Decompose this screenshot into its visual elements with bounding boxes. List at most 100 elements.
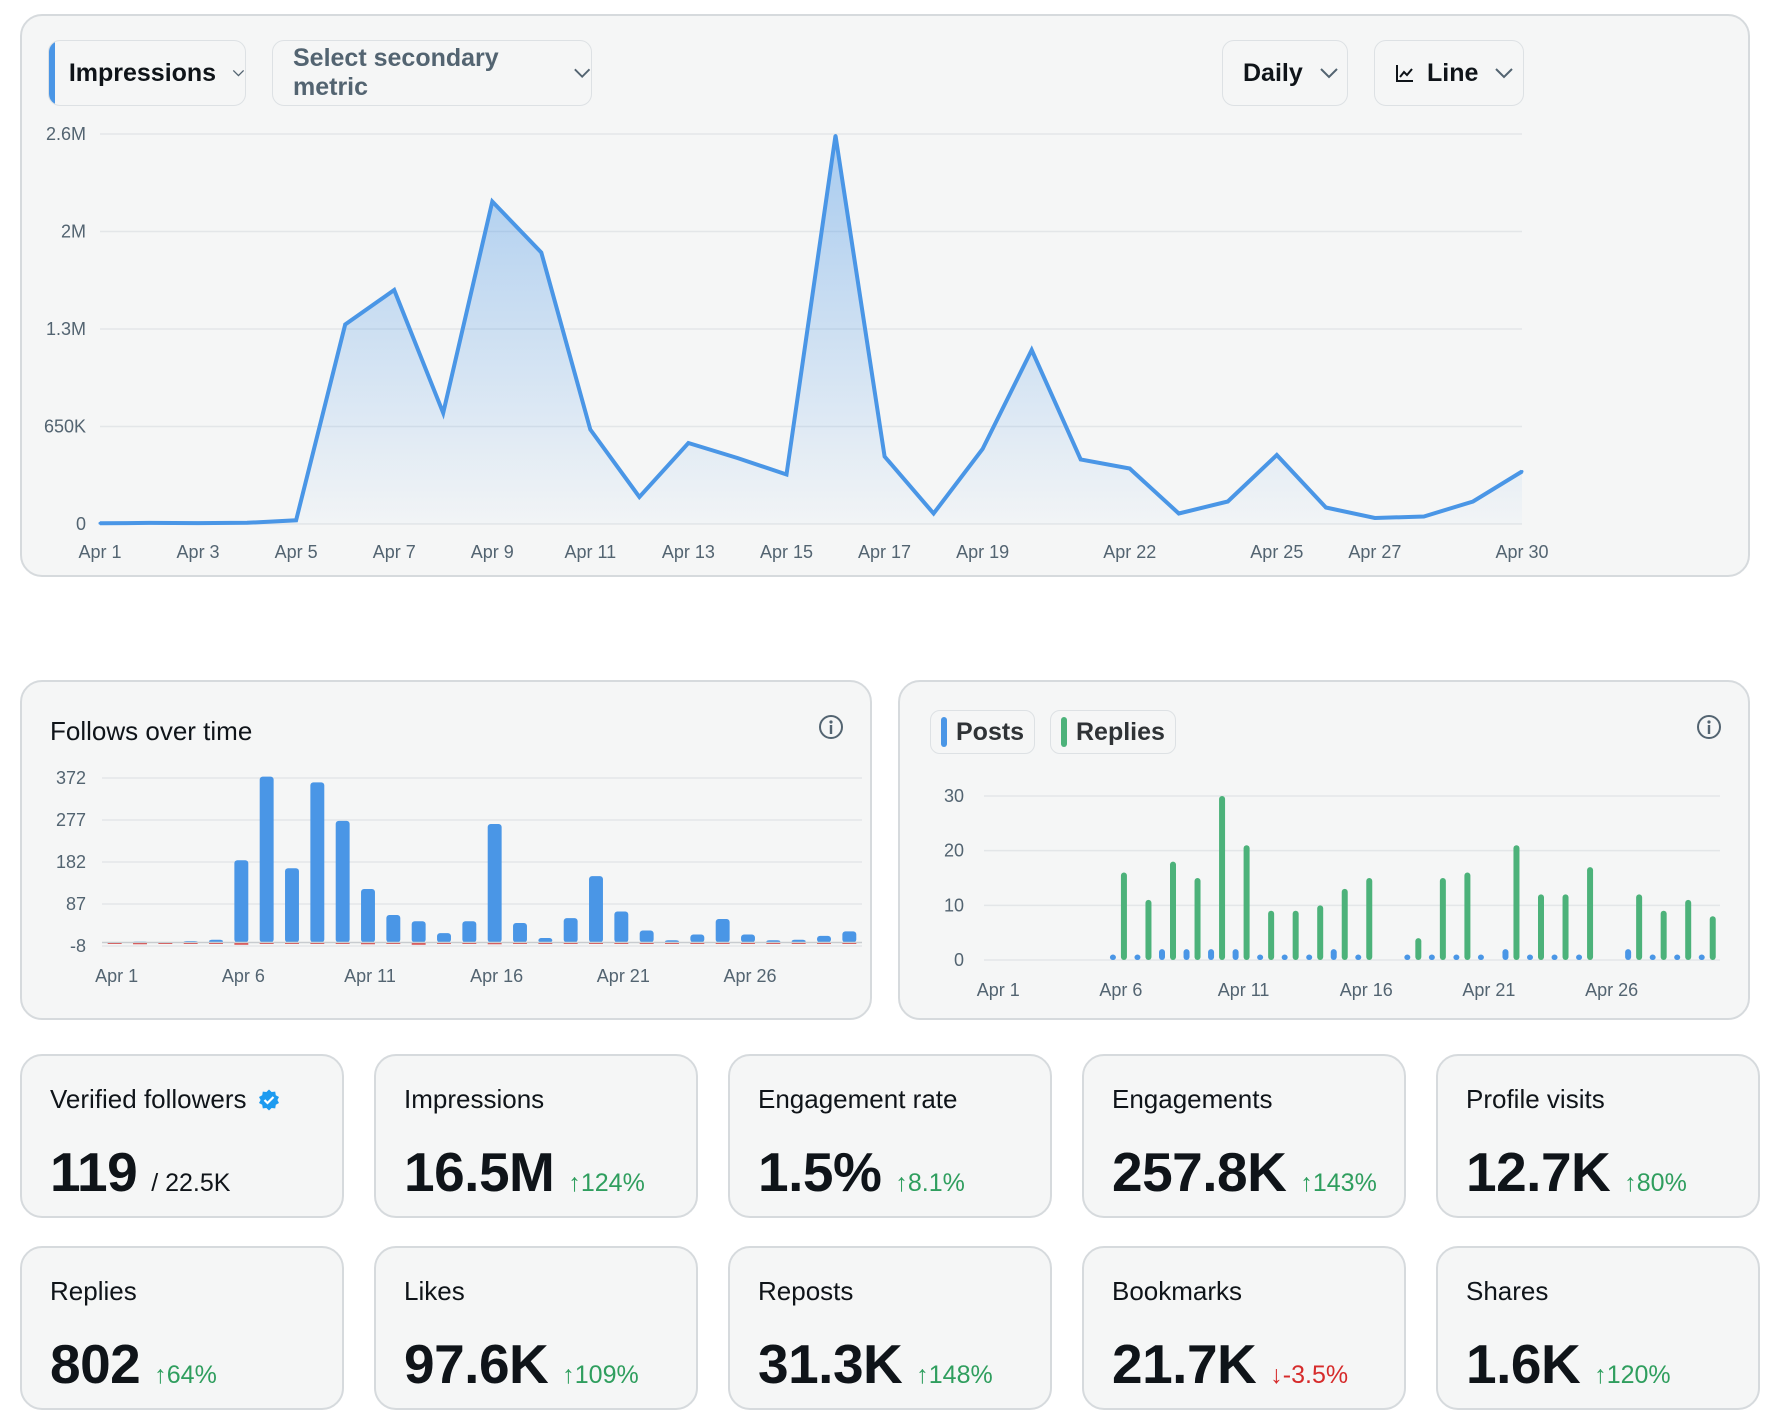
x-tick-label: Apr 1: [95, 966, 138, 986]
stat-change-value: 64%: [166, 1361, 217, 1389]
impressions-point: [1030, 348, 1034, 352]
x-tick-label: Apr 26: [1585, 980, 1638, 1000]
posts-bar: [1330, 949, 1337, 960]
posts-bar: [1355, 954, 1362, 960]
replies-bar: [1243, 845, 1250, 960]
x-tick-label: Apr 11: [344, 966, 396, 986]
follows-bar: [563, 918, 578, 943]
x-tick-label: Apr 11: [564, 542, 616, 562]
stat-label: Impressions: [404, 1084, 544, 1115]
impressions-point: [245, 521, 249, 525]
replies-bar: [1292, 910, 1299, 960]
impressions-point: [441, 411, 445, 415]
replies-bar: [1513, 845, 1520, 960]
replies-bar: [1341, 888, 1348, 960]
arrow-down-icon: ↓: [1270, 1361, 1283, 1389]
impressions-point: [686, 441, 690, 445]
replies-bar: [1194, 878, 1201, 960]
replies-bar: [1562, 894, 1569, 960]
follows-bar: [639, 930, 654, 943]
stat-change: ↑8.1%: [895, 1169, 964, 1198]
replies-bar: [1439, 878, 1446, 960]
stat-value-row: 31.3K ↑148%: [758, 1332, 993, 1396]
stat-card: Engagements 257.8K ↑143%: [1082, 1054, 1406, 1218]
impressions-point: [1324, 506, 1328, 509]
x-tick-label: Apr 22: [1103, 542, 1156, 562]
primary-metric-color-bar: [49, 41, 55, 105]
impressions-point: [1520, 470, 1524, 473]
stat-value: 97.6K: [404, 1333, 549, 1395]
x-tick-label: Apr 21: [597, 966, 650, 986]
stat-change: ↑143%: [1300, 1169, 1376, 1198]
unfollows-bar: [361, 942, 375, 945]
follows-bar: [715, 919, 730, 943]
legend-posts[interactable]: Posts: [930, 710, 1036, 754]
y-tick-label: 2M: [61, 222, 86, 242]
impressions-point: [1422, 515, 1426, 518]
stat-card: Shares 1.6K ↑120%: [1436, 1246, 1760, 1410]
impressions-point: [1079, 458, 1083, 461]
legend-posts-label: Posts: [956, 717, 1025, 746]
arrow-up-icon: ↑: [1300, 1169, 1313, 1197]
posts-bar: [1159, 949, 1165, 960]
stat-change: ↑64%: [154, 1361, 217, 1390]
follows-bar: [614, 911, 629, 943]
follows-bar: [285, 868, 299, 943]
posts-bar: [1477, 954, 1484, 960]
posts-bar: [1698, 954, 1705, 960]
stat-value-row: 97.6K ↑109%: [404, 1332, 639, 1396]
stat-change-value: -3.5%: [1282, 1361, 1349, 1389]
replies-bar: [1464, 872, 1471, 960]
y-tick-label: 87: [66, 894, 86, 914]
follows-chart: 372 277 182 87 -8 Apr 1 Apr 6 Apr 11 Apr 16 Apr 2…: [56, 768, 862, 986]
stat-change-value: 148%: [928, 1361, 993, 1389]
info-icon[interactable]: [818, 714, 844, 740]
impressions-point: [98, 521, 102, 525]
info-icon[interactable]: [1696, 714, 1722, 740]
stat-card: Engagement rate 1.5% ↑8.1%: [728, 1054, 1052, 1218]
follows-bar: [487, 823, 502, 943]
posts-bar: [1257, 954, 1264, 960]
chevron-down-icon: [1320, 68, 1338, 79]
stat-label: Shares: [1466, 1276, 1548, 1307]
posts-bar: [1404, 954, 1411, 960]
impressions-point: [1177, 512, 1181, 515]
y-tick-label: 30: [944, 786, 964, 806]
x-tick-label: Apr 17: [858, 542, 911, 562]
follows-title: Follows over time: [50, 716, 253, 746]
chart-type-label: Line: [1427, 58, 1479, 87]
stat-label-text: Verified followers: [50, 1084, 247, 1114]
stat-card: Replies 802 ↑64%: [20, 1246, 344, 1410]
chevron-down-icon: [232, 69, 245, 77]
y-tick-label: 0: [954, 950, 964, 970]
follows-bar: [538, 938, 553, 943]
impressions-point: [1275, 453, 1279, 457]
replies-bar: [1120, 872, 1127, 960]
secondary-metric-dropdown[interactable]: Select secondary metric: [272, 40, 592, 106]
stat-value: 31.3K: [758, 1333, 903, 1395]
x-tick-label: Apr 16: [470, 966, 523, 986]
stat-label-text: Impressions: [404, 1084, 545, 1114]
replies-bar: [1660, 910, 1667, 960]
posts-bar: [1551, 954, 1558, 960]
y-tick-label: 1.3M: [46, 319, 86, 339]
legend-replies[interactable]: Replies: [1050, 710, 1176, 754]
x-tick-label: Apr 1: [78, 542, 121, 562]
stat-label-text: Shares: [1466, 1276, 1549, 1306]
legend-posts-swatch: [941, 717, 947, 747]
stat-total: / 22.5K: [151, 1169, 231, 1197]
stat-value-row: 21.7K ↓-3.5%: [1112, 1332, 1348, 1396]
interval-dropdown[interactable]: Daily: [1222, 40, 1348, 106]
stat-value: 802: [50, 1333, 141, 1395]
stat-change: ↓-3.5%: [1270, 1361, 1348, 1390]
y-tick-label: 20: [944, 841, 964, 861]
chart-type-dropdown[interactable]: Line: [1374, 40, 1524, 106]
x-tick-label: Apr 6: [222, 966, 265, 986]
stat-change: ↑80%: [1624, 1169, 1687, 1198]
primary-metric-dropdown[interactable]: Impressions: [48, 40, 246, 106]
stat-value-row: 16.5M ↑124%: [404, 1140, 645, 1204]
stat-label-text: Reposts: [758, 1276, 854, 1306]
chevron-down-icon: [1495, 68, 1514, 79]
impressions-point: [932, 512, 936, 515]
stat-change-value: 109%: [574, 1361, 639, 1389]
